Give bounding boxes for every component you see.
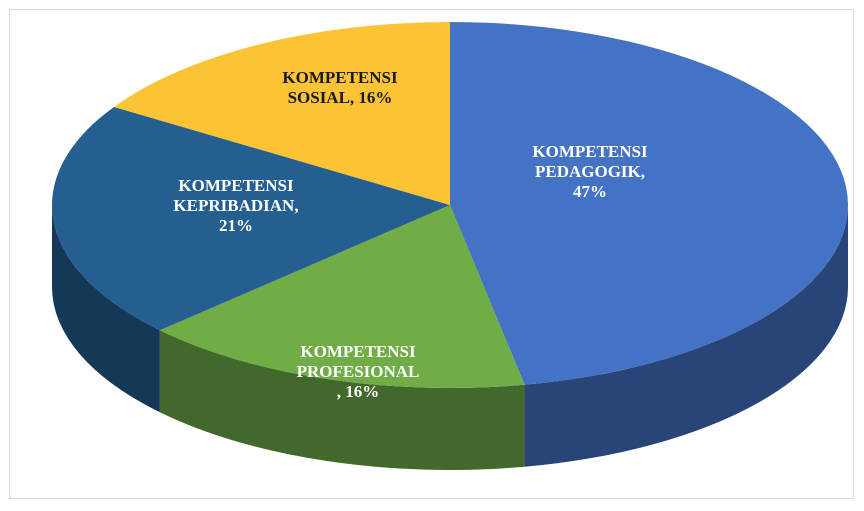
pie-slice bbox=[113, 21, 450, 205]
pie-slice bbox=[450, 22, 849, 385]
chart-frame bbox=[9, 9, 854, 499]
pie-slice bbox=[159, 205, 525, 388]
pie-wall bbox=[159, 330, 525, 470]
pie-slice bbox=[51, 106, 450, 331]
data-label: KOMPETENSI KEPRIBADIAN, 21% bbox=[173, 176, 299, 235]
data-label: KOMPETENSI SOSIAL, 16% bbox=[282, 68, 398, 107]
pie-wall bbox=[524, 205, 848, 467]
data-label: KOMPETENSI PROFESIONAL , 16% bbox=[296, 342, 420, 401]
data-label: KOMPETENSI PEDAGOGIK, 47% bbox=[532, 142, 648, 201]
pie-wall bbox=[52, 205, 160, 413]
